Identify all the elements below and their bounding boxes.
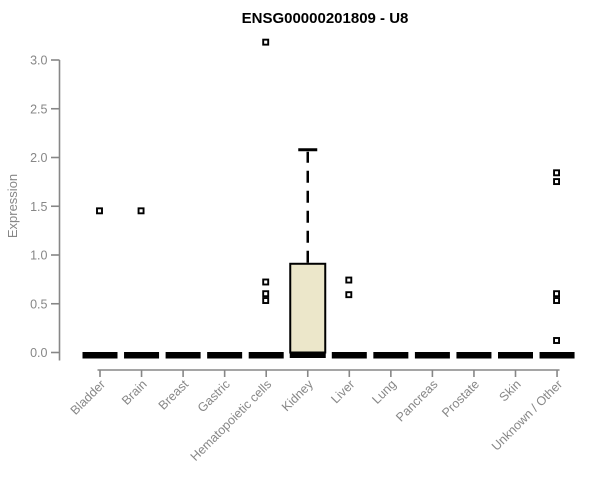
x-tick-label-kidney: Kidney — [279, 377, 316, 414]
y-tick-label: 2.0 — [30, 151, 47, 165]
x-tick-label-skin: Skin — [497, 377, 524, 404]
y-tick-label: 1.5 — [30, 200, 47, 214]
outlier-point-brain — [137, 207, 145, 215]
y-tick-label: 0.5 — [30, 297, 47, 311]
y-axis-title: Expression — [5, 174, 20, 238]
median-kidney — [289, 351, 326, 358]
plot-area — [82, 38, 575, 359]
outlier-point-bladder — [96, 207, 103, 215]
outlier-point-hematopoietic-cells — [262, 290, 270, 298]
chart-title: ENSG00000201809 - U8 — [242, 10, 409, 27]
box-breast — [165, 352, 201, 359]
box-unknown-other — [539, 352, 575, 359]
box-lung — [373, 352, 409, 359]
box-pancreas — [414, 352, 450, 359]
outlier-point-unknown-other — [553, 297, 560, 304]
outlier-point-unknown-other — [553, 337, 560, 344]
box-liver — [331, 352, 367, 359]
x-tick-label-liver: Liver — [328, 377, 357, 406]
x-tick-label-bladder: Bladder — [68, 377, 108, 417]
x-tick-label-hematopoietic-cells: Hematopoietic cells — [188, 377, 275, 464]
outlier-point-unknown-other — [553, 169, 560, 177]
y-tick-label: 3.0 — [30, 54, 47, 68]
y-axis: 0.0 0.5 1.0 1.5 2.0 2.5 3.0 — [30, 54, 61, 361]
box-hematopoietic-cells — [248, 352, 284, 359]
x-tick-label-lung: Lung — [369, 377, 399, 407]
x-tick-label-gastric: Gastric — [195, 377, 233, 415]
x-tick-label-breast: Breast — [156, 377, 192, 413]
outlier-point-hematopoietic-cells — [262, 278, 270, 286]
box-skin — [498, 352, 533, 359]
y-tick-label: 1.0 — [30, 249, 47, 263]
x-tick-label-prostate: Prostate — [439, 377, 482, 420]
outlier-point-hematopoietic-cells — [262, 297, 270, 304]
box-prostate — [456, 352, 492, 359]
outlier-point-hematopoietic-cells — [262, 38, 270, 46]
y-tick-label: 2.5 — [30, 102, 47, 116]
box-bladder — [82, 352, 118, 359]
y-tick-label: 0.0 — [30, 346, 47, 360]
x-tick-label-pancreas: Pancreas — [393, 377, 440, 424]
x-tick-label-unknown-other: Unknown / Other — [489, 377, 565, 453]
box-brain — [124, 352, 160, 359]
box-kidney — [289, 262, 327, 354]
x-tick-label-brain: Brain — [119, 377, 150, 408]
outlier-point-liver — [345, 291, 353, 299]
box-gastric — [207, 352, 243, 359]
outlier-point-unknown-other — [553, 178, 560, 186]
outlier-point-unknown-other — [553, 290, 560, 298]
outlier-point-liver — [345, 276, 353, 284]
